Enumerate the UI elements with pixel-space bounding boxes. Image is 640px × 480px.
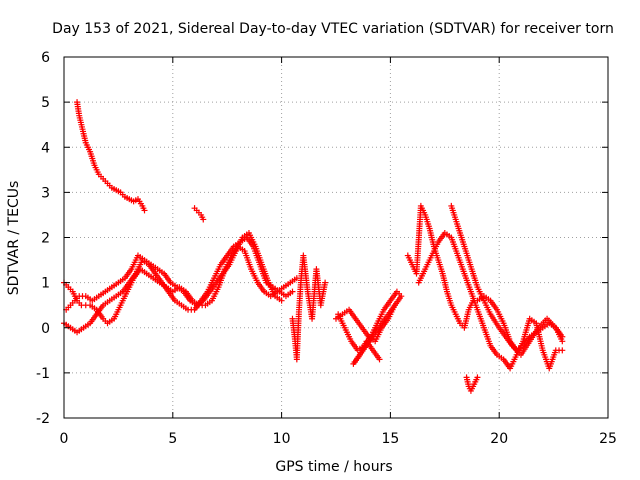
- y-tick-label: 1: [41, 276, 50, 292]
- series-arc-2: [191, 205, 207, 223]
- series-arc-12: [463, 374, 481, 394]
- series-arc-8: [333, 302, 398, 345]
- x-tick-labels: 0 5 10 15 20 25: [60, 431, 617, 447]
- series-arc-6: [289, 252, 329, 363]
- x-tick-label: 15: [381, 431, 399, 447]
- y-tick-label: 5: [41, 95, 50, 111]
- data-point: [200, 216, 207, 223]
- data-point: [559, 347, 566, 354]
- data-point: [322, 279, 329, 286]
- data-point: [278, 297, 285, 304]
- x-tick-label: 5: [168, 431, 177, 447]
- y-tick-label: 0: [41, 321, 50, 337]
- series-arc-10: [415, 229, 566, 372]
- data-points: [61, 99, 566, 394]
- y-axis-label: SDTVAR / TECUs: [6, 181, 22, 296]
- data-point: [391, 302, 398, 309]
- data-point: [289, 288, 296, 295]
- x-axis-label: GPS time / hours: [275, 459, 392, 475]
- data-point: [376, 356, 383, 363]
- chart-title: Day 153 of 2021, Sidereal Day-to-day VTE…: [52, 21, 614, 37]
- x-tick-label: 20: [490, 431, 508, 447]
- x-tick-label: 25: [599, 431, 617, 447]
- data-point: [474, 374, 481, 381]
- y-tick-labels: -2 -1 0 1 2 3 4 5 6: [36, 50, 50, 427]
- data-point: [141, 207, 148, 214]
- y-tick-label: 3: [41, 185, 50, 201]
- y-tick-label: 4: [41, 140, 50, 156]
- series-arc-7: [335, 288, 405, 367]
- series-arc-11: [448, 202, 566, 358]
- series-arc-1: [74, 99, 148, 214]
- series-arc-9: [404, 202, 566, 354]
- grid: [64, 57, 608, 418]
- y-tick-label: -1: [36, 366, 50, 382]
- axis-ticks: [63, 56, 609, 419]
- x-tick-label: 0: [60, 431, 69, 447]
- data-point: [559, 338, 566, 345]
- y-tick-label: -2: [36, 411, 50, 427]
- y-tick-label: 6: [41, 50, 50, 66]
- y-tick-label: 2: [41, 231, 50, 247]
- series-arc-5: [63, 229, 285, 313]
- x-tick-label: 10: [273, 431, 291, 447]
